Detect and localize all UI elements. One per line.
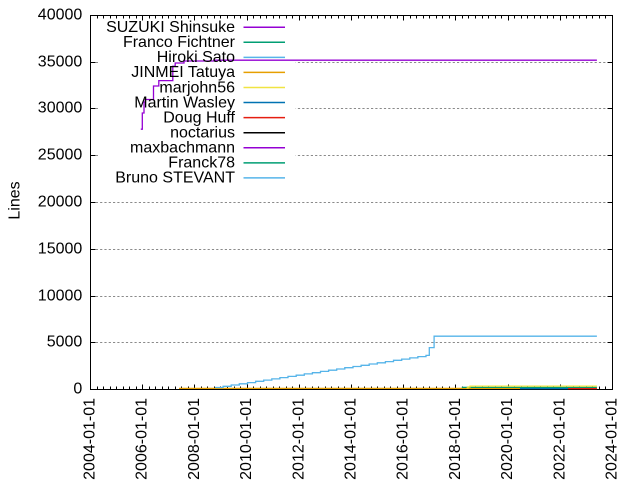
svg-text:2020-01-01: 2020-01-01 — [499, 398, 516, 480]
svg-text:2004-01-01: 2004-01-01 — [82, 398, 99, 480]
svg-text:10000: 10000 — [38, 288, 83, 305]
svg-text:maxbachmann: maxbachmann — [130, 140, 235, 157]
svg-text:noctarius: noctarius — [170, 124, 235, 141]
svg-text:30000: 30000 — [38, 100, 83, 117]
svg-text:2016-01-01: 2016-01-01 — [395, 398, 412, 480]
svg-text:2006-01-01: 2006-01-01 — [134, 398, 151, 480]
svg-text:2024-01-01: 2024-01-01 — [604, 398, 621, 480]
svg-text:35000: 35000 — [38, 54, 83, 71]
svg-text:2018-01-01: 2018-01-01 — [447, 398, 464, 480]
svg-text:Franck78: Franck78 — [168, 155, 235, 172]
svg-text:5000: 5000 — [47, 334, 83, 351]
svg-text:2022-01-01: 2022-01-01 — [551, 398, 568, 480]
svg-text:Franco Fichtner: Franco Fichtner — [123, 34, 236, 51]
svg-text:0: 0 — [73, 381, 82, 398]
svg-text:25000: 25000 — [38, 147, 83, 164]
svg-text:2010-01-01: 2010-01-01 — [238, 398, 255, 480]
svg-text:20000: 20000 — [38, 194, 83, 211]
svg-text:40000: 40000 — [38, 7, 83, 24]
svg-text:Martin Wasley: Martin Wasley — [134, 94, 235, 111]
svg-text:Lines: Lines — [7, 181, 24, 219]
svg-text:Doug Huff: Doug Huff — [163, 109, 235, 126]
svg-text:Bruno STEVANT: Bruno STEVANT — [115, 170, 235, 187]
svg-text:JINMEI Tatuya: JINMEI Tatuya — [131, 64, 235, 81]
svg-text:15000: 15000 — [38, 241, 83, 258]
svg-text:marjohn56: marjohn56 — [159, 79, 235, 96]
svg-text:SUZUKI Shinsuke: SUZUKI Shinsuke — [106, 19, 235, 36]
svg-text:2012-01-01: 2012-01-01 — [290, 398, 307, 480]
svg-text:Hiroki Sato: Hiroki Sato — [157, 49, 235, 66]
svg-text:2008-01-01: 2008-01-01 — [186, 398, 203, 480]
svg-text:2014-01-01: 2014-01-01 — [343, 398, 360, 480]
